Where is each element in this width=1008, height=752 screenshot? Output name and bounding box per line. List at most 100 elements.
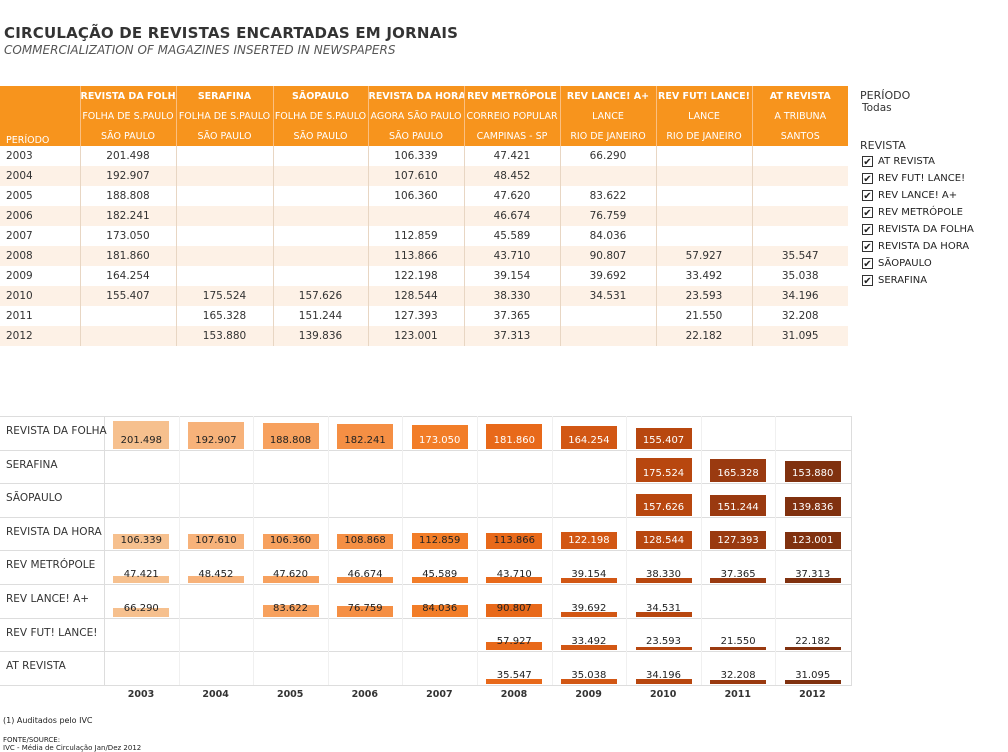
column-header-name[interactable]: REV FUT! LANCE! [655, 86, 752, 106]
column-header-name[interactable]: AT REVISTA [751, 86, 848, 106]
chart-bar-label: 45.589 [422, 569, 458, 580]
chart-bar [411, 533, 468, 550]
value-cell: 122.198 [367, 266, 464, 286]
x-axis-tick-label: 2011 [724, 688, 752, 700]
column-header-paper: AGORA SÃO PAULO [367, 106, 464, 126]
value-cell: 47.620 [463, 186, 560, 206]
revista-filter-item[interactable]: ✔ REVISTA DA FOLHA [862, 221, 974, 238]
grid-line [0, 483, 852, 485]
value-cell: 45.589 [463, 226, 560, 246]
value-cell [751, 206, 848, 226]
source-label: FONTE/SOURCE: [3, 736, 61, 744]
chart-bar [710, 459, 767, 483]
value-cell: 165.328 [175, 306, 273, 326]
checkbox-icon[interactable]: ✔ [862, 224, 873, 236]
value-cell [175, 166, 273, 186]
revista-filter-label: SERAFINA [878, 275, 928, 286]
value-cell: 128.544 [367, 286, 464, 306]
column-header-city: RIO DE JANEIRO [655, 126, 752, 146]
value-cell: 57.927 [655, 246, 752, 266]
revista-filter-list: ✔ AT REVISTA ✔ REV FUT! LANCE! ✔ REV LANCE! A… [862, 153, 974, 289]
column-header-name[interactable]: SÃOPAULO [272, 86, 368, 106]
checkbox-icon[interactable]: ✔ [862, 275, 873, 287]
grid-line [477, 416, 478, 685]
revista-filter-item[interactable]: ✔ REVISTA DA HORA [862, 238, 974, 255]
chart-bar-label: 48.452 [198, 569, 234, 580]
chart-bar-label: 34.196 [646, 669, 681, 681]
value-cell [272, 186, 368, 206]
checkbox-icon[interactable]: ✔ [862, 207, 873, 219]
revista-filter-item[interactable]: ✔ REV METRÓPOLE [862, 204, 974, 221]
chart-bar [635, 531, 692, 550]
column-header-name[interactable]: REV METRÓPOLE [463, 86, 560, 106]
chart-bar [784, 532, 841, 550]
chart-bar-label: 153.880 [792, 468, 834, 480]
value-cell [559, 166, 656, 186]
chart-bar [784, 496, 841, 516]
revista-filter-item[interactable]: ✔ REV FUT! LANCE! [862, 170, 974, 187]
chart-bar-label: 39.692 [571, 602, 607, 614]
revista-filter-label: AT REVISTA [878, 156, 935, 167]
revista-filter-label: SÃOPAULO [878, 258, 932, 269]
value-cell: 201.498 [79, 146, 176, 166]
value-cell: 38.330 [463, 286, 560, 306]
chart-bar-label: 43.710 [496, 569, 532, 580]
chart-bar [710, 578, 767, 583]
x-axis-tick-label: 2006 [351, 688, 379, 700]
value-cell [655, 166, 752, 186]
revista-filter-item[interactable]: ✔ AT REVISTA [862, 153, 974, 170]
checkbox-icon[interactable]: ✔ [862, 173, 873, 185]
chart-bar [635, 493, 692, 516]
value-cell: 107.610 [367, 166, 464, 186]
chart-bar [560, 678, 617, 684]
value-cell: 23.593 [655, 286, 752, 306]
chart-bar [113, 420, 170, 449]
value-cell: 151.244 [272, 306, 368, 326]
value-cell: 76.759 [559, 206, 656, 226]
x-axis-tick-label: 2012 [799, 688, 826, 700]
chart-bar [560, 425, 617, 449]
column-header-paper: LANCE [559, 106, 656, 126]
value-cell [655, 206, 752, 226]
chart-bar [635, 678, 692, 684]
revista-filter-item[interactable]: ✔ SERAFINA [862, 272, 974, 289]
chart-bar-label: 83.622 [273, 602, 308, 614]
column-header-name[interactable]: REVISTA DA FOLHA [79, 86, 176, 106]
table-row: 2005 188.808 106.360 47.620 83.622 [0, 186, 848, 206]
chart-bar-label: 106.339 [120, 535, 162, 547]
value-cell: 35.038 [751, 266, 848, 286]
source-text: IVC - Média de Circulação Jan/Dez 2012 [3, 744, 142, 752]
column-header-name[interactable]: SERAFINA [175, 86, 273, 106]
chart-row-label: REV METRÓPOLE [6, 559, 96, 572]
value-cell: 37.365 [463, 306, 560, 326]
page-title: CIRCULAÇÃO DE REVISTAS ENCARTADAS EM JOR… [4, 24, 459, 42]
value-cell: 106.360 [367, 186, 464, 206]
chart-bar [486, 577, 543, 583]
value-cell [272, 146, 368, 166]
column-header-name[interactable]: REVISTA DA HORA [367, 86, 464, 106]
chart-bar [113, 534, 170, 550]
value-cell [175, 266, 273, 286]
chart-bar-label: 35.038 [571, 669, 607, 681]
checkbox-icon[interactable]: ✔ [862, 258, 873, 270]
chart-bar [337, 605, 394, 617]
x-axis-tick-label: 2009 [575, 688, 602, 700]
checkbox-icon[interactable]: ✔ [862, 190, 873, 202]
revista-filter-item[interactable]: ✔ REV LANCE! A+ [862, 187, 974, 204]
period-filter-value[interactable]: Todas [862, 102, 892, 114]
grid-line [253, 416, 255, 685]
checkbox-icon[interactable]: ✔ [862, 156, 873, 168]
chart-bar-label: 188.808 [269, 434, 312, 446]
year-cell: 2011 [6, 310, 33, 322]
grid-line [0, 684, 852, 686]
value-cell: 83.622 [559, 186, 656, 206]
chart-bar-label: 34.531 [646, 602, 681, 614]
value-cell [751, 186, 848, 206]
column-header-name[interactable]: REV LANCE! A+ [559, 86, 656, 106]
revista-filter-item[interactable]: ✔ SÃOPAULO [862, 255, 974, 272]
value-cell: 21.550 [655, 306, 752, 326]
checkbox-icon[interactable]: ✔ [862, 241, 873, 253]
chart-bar-label: 39.154 [571, 569, 607, 580]
chart-bar [560, 578, 617, 583]
chart-bar-label: 127.393 [717, 535, 759, 547]
